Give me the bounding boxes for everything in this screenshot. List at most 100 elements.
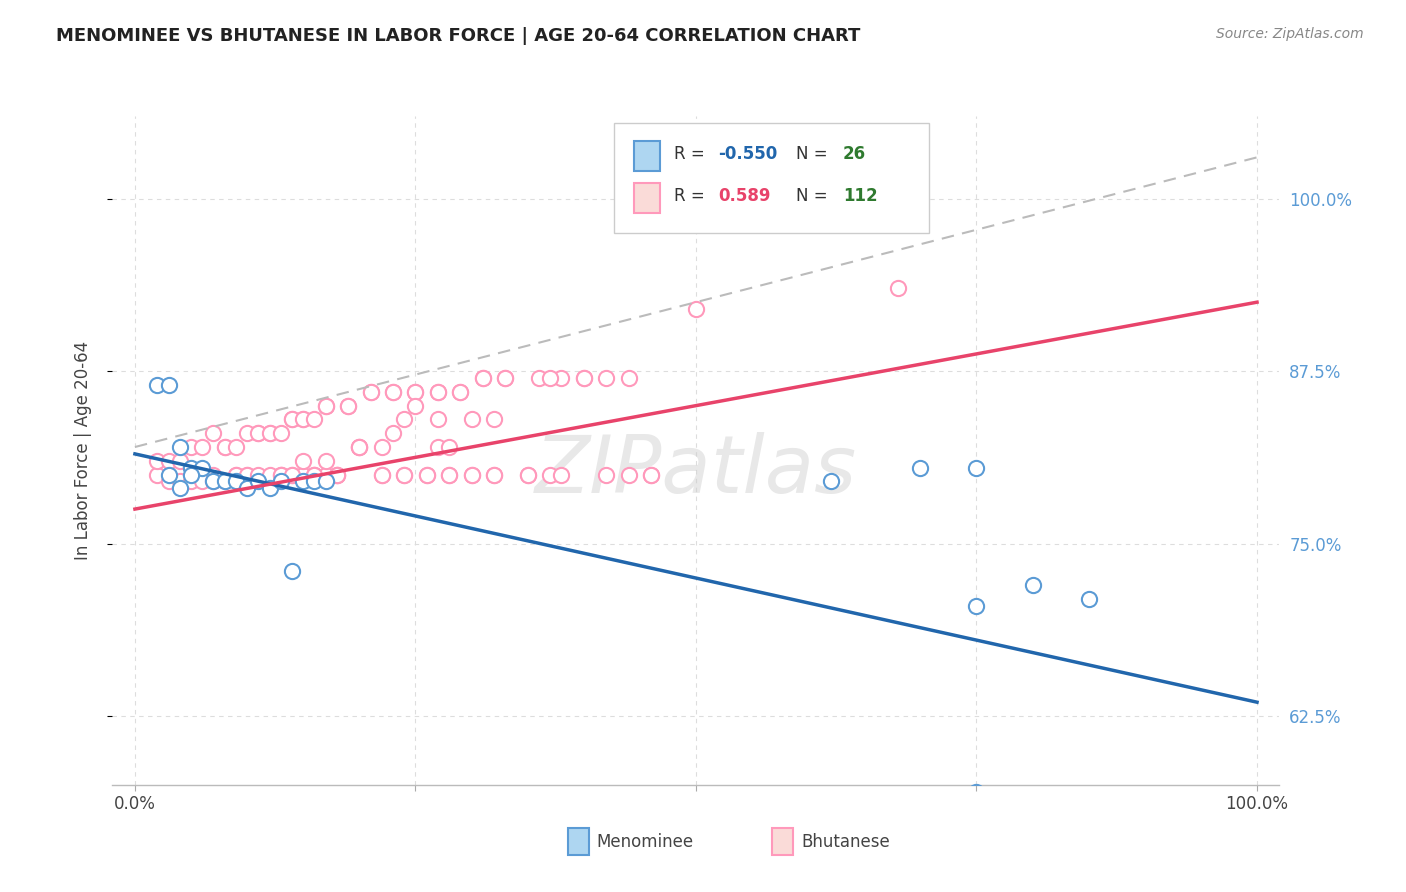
Point	[292, 412, 315, 426]
Point	[157, 378, 180, 392]
Point	[460, 467, 482, 482]
Point	[887, 281, 910, 295]
Point	[966, 599, 988, 613]
Point	[392, 467, 415, 482]
Point	[415, 467, 437, 482]
Point	[214, 475, 236, 489]
Point	[315, 467, 337, 482]
Point	[404, 384, 426, 399]
Point	[236, 467, 259, 482]
Point	[382, 384, 405, 399]
Point	[404, 384, 426, 399]
Point	[516, 467, 538, 482]
Point	[349, 440, 371, 454]
Point	[595, 371, 617, 385]
Point	[595, 467, 617, 482]
Point	[550, 371, 572, 385]
Point	[180, 460, 202, 475]
Bar	[634, 141, 659, 170]
Point	[371, 440, 394, 454]
Point	[292, 412, 315, 426]
Point	[910, 460, 932, 475]
Point	[482, 412, 505, 426]
Point	[157, 467, 180, 482]
Point	[191, 460, 214, 475]
Point	[304, 467, 326, 482]
Point	[214, 440, 236, 454]
Point	[326, 467, 349, 482]
Bar	[634, 183, 659, 213]
Y-axis label: In Labor Force | Age 20-64: In Labor Force | Age 20-64	[73, 341, 91, 560]
Point	[292, 454, 315, 468]
Point	[146, 467, 169, 482]
Text: 112: 112	[844, 187, 877, 205]
Point	[247, 475, 270, 489]
Point	[146, 454, 169, 468]
Point	[214, 440, 236, 454]
Point	[640, 467, 662, 482]
Point	[392, 467, 415, 482]
Point	[270, 467, 292, 482]
Point	[202, 475, 225, 489]
Point	[292, 467, 315, 482]
Point	[471, 371, 494, 385]
Text: R =: R =	[673, 145, 710, 163]
Text: Menominee: Menominee	[596, 833, 695, 851]
Point	[685, 301, 707, 316]
Point	[426, 412, 449, 426]
Point	[281, 467, 304, 482]
Point	[315, 399, 337, 413]
Point	[247, 426, 270, 441]
Point	[437, 440, 460, 454]
Point	[572, 371, 595, 385]
Point	[426, 440, 449, 454]
Point	[538, 467, 561, 482]
Point	[259, 467, 281, 482]
Point	[315, 475, 337, 489]
Point	[292, 475, 315, 489]
Point	[460, 412, 482, 426]
Point	[460, 467, 482, 482]
Point	[281, 412, 304, 426]
Text: Bhutanese: Bhutanese	[801, 833, 890, 851]
Point	[471, 371, 494, 385]
Text: ZIPatlas: ZIPatlas	[534, 432, 858, 509]
Point	[820, 475, 842, 489]
Point	[202, 426, 225, 441]
Point	[349, 440, 371, 454]
Point	[304, 475, 326, 489]
Point	[270, 426, 292, 441]
Point	[270, 467, 292, 482]
Point	[617, 467, 640, 482]
Point	[617, 371, 640, 385]
Point	[572, 371, 595, 385]
Point	[415, 467, 437, 482]
Point	[225, 440, 247, 454]
Point	[494, 371, 516, 385]
Point	[304, 467, 326, 482]
Point	[337, 399, 360, 413]
Point	[371, 467, 394, 482]
Point	[169, 475, 191, 489]
Point	[225, 475, 247, 489]
Point	[247, 426, 270, 441]
Point	[392, 412, 415, 426]
Point	[146, 378, 169, 392]
Point	[326, 467, 349, 482]
Point	[326, 467, 349, 482]
Text: Source: ZipAtlas.com: Source: ZipAtlas.com	[1216, 27, 1364, 41]
Point	[382, 384, 405, 399]
Text: 0.589: 0.589	[718, 187, 770, 205]
Point	[247, 467, 270, 482]
Point	[482, 467, 505, 482]
Point	[236, 426, 259, 441]
Point	[304, 412, 326, 426]
Point	[640, 467, 662, 482]
Point	[259, 482, 281, 496]
Point	[360, 384, 382, 399]
Point	[191, 440, 214, 454]
Point	[482, 467, 505, 482]
Point	[360, 384, 382, 399]
Point	[202, 475, 225, 489]
Point	[236, 482, 259, 496]
